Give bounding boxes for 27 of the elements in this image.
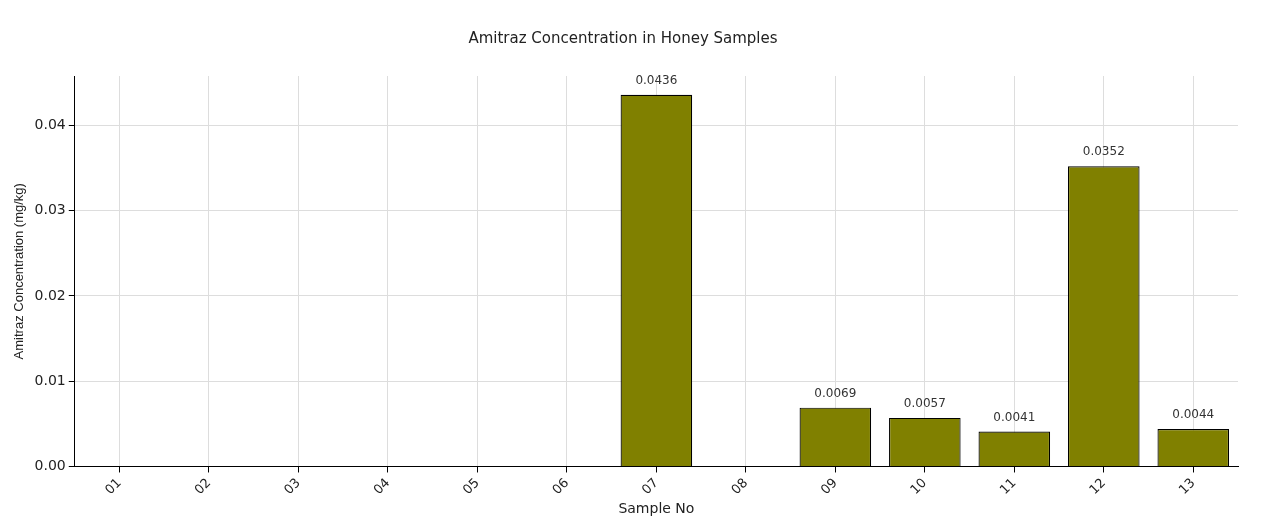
y-tick-label: 0.02 <box>34 286 66 303</box>
x-tick-label: 08 <box>728 474 751 498</box>
y-tick-label: 0.00 <box>34 457 66 474</box>
x-tick-label: 09 <box>817 474 840 498</box>
data-label: 0.0436 <box>635 72 678 87</box>
x-tick-label: 06 <box>549 474 572 498</box>
x-tick-label: 05 <box>459 474 482 498</box>
x-tick-label: 13 <box>1175 474 1198 498</box>
chart-title: Amitraz Concentration in Honey Samples <box>468 28 778 47</box>
data-label: 0.0041 <box>993 409 1036 424</box>
x-tick-label: 02 <box>191 474 214 498</box>
data-label: 0.0044 <box>1172 407 1215 422</box>
x-tick-label: 12 <box>1085 474 1109 498</box>
x-tick-label: 01 <box>101 474 125 498</box>
data-label: 0.0352 <box>1082 144 1125 159</box>
y-axis-title: Amitraz Concentration (mg/kg) <box>11 183 27 360</box>
x-axis-title: Sample No <box>618 500 695 517</box>
y-tick-label: 0.01 <box>34 371 66 388</box>
x-tick-label: 04 <box>370 474 393 498</box>
x-tick-label: 10 <box>907 474 930 498</box>
x-tick-label: 11 <box>996 474 1019 498</box>
data-label: 0.0069 <box>814 385 857 400</box>
y-tick-label: 0.03 <box>34 201 66 218</box>
x-tick-label: 07 <box>638 474 661 498</box>
y-tick-label: 0.04 <box>34 116 66 133</box>
x-tick-label: 03 <box>280 474 303 498</box>
data-label: 0.0057 <box>903 396 946 410</box>
